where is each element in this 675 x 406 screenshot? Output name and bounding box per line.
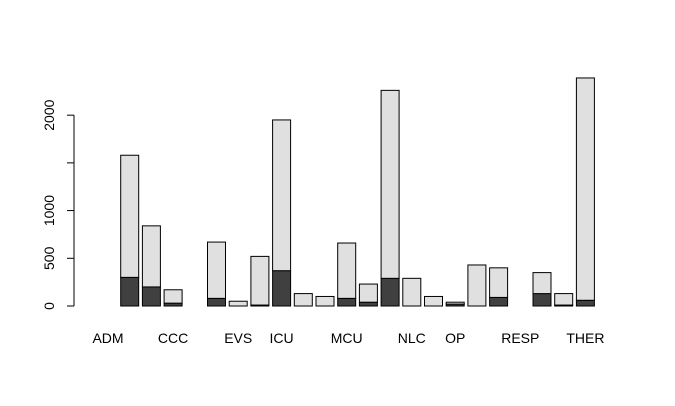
bar-segment xyxy=(358,283,378,303)
bar-segment xyxy=(575,77,595,301)
bar-segment xyxy=(575,299,595,307)
bar-segment xyxy=(293,293,313,307)
bar-segment xyxy=(141,225,161,288)
bar-segment xyxy=(532,272,552,295)
bar-segment xyxy=(358,301,378,307)
bar-segment xyxy=(272,270,292,307)
bar-segment xyxy=(272,119,292,272)
bar-segment xyxy=(489,267,509,298)
x-tick-label: OP xyxy=(445,330,465,346)
bar-segment xyxy=(380,277,400,307)
bar-segment xyxy=(207,297,226,307)
bar-segment xyxy=(228,300,248,307)
bar-segment xyxy=(532,293,552,307)
bar-segment xyxy=(489,296,509,307)
x-tick-label: ADM xyxy=(92,330,123,346)
bar-segment xyxy=(163,289,183,304)
x-tick-label: NLC xyxy=(398,330,426,346)
bar-segment xyxy=(554,293,574,306)
x-tick-label: MCU xyxy=(331,330,363,346)
x-tick-label: EVS xyxy=(224,330,252,346)
bar-segment xyxy=(337,297,357,307)
bar-segment xyxy=(315,295,335,307)
y-tick-label: 0 xyxy=(41,302,57,310)
x-tick-label: CCC xyxy=(158,330,188,346)
y-tick-label: 1000 xyxy=(41,195,57,226)
bar-segment xyxy=(120,154,140,278)
x-tick-label: RESP xyxy=(501,330,539,346)
bar-segment xyxy=(207,241,226,299)
x-tick-label: ICU xyxy=(270,330,294,346)
x-tick-label: THER xyxy=(566,330,604,346)
bar-segment xyxy=(424,295,443,307)
bar-segment xyxy=(445,301,465,305)
bar-segment xyxy=(337,242,357,299)
bar-segment xyxy=(402,277,422,307)
bar-segment xyxy=(120,276,140,307)
bar-segment xyxy=(467,264,487,307)
y-tick-label: 2000 xyxy=(41,99,57,130)
y-tick-label: 500 xyxy=(41,246,57,270)
bar-segment xyxy=(141,286,161,307)
bar-segment xyxy=(380,89,400,279)
bar-segment xyxy=(250,255,270,306)
